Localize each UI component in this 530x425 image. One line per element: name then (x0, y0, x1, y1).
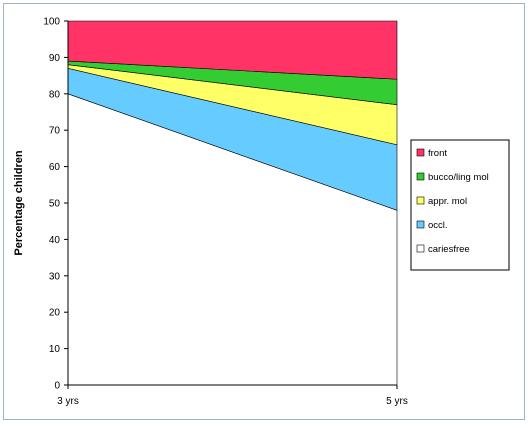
legend: front bucco/ling mol appr. mol occl. cariesf… (410, 139, 510, 271)
y-tick-label: 10 (49, 344, 61, 355)
legend-swatch-cariesfree (416, 244, 425, 253)
x-axis-ticks: 3 yrs 5 yrs (57, 385, 408, 407)
y-tick-label: 90 (49, 53, 61, 64)
legend-label-appr-mol: appr. mol (428, 196, 467, 207)
legend-label-occl-: occl. (428, 220, 448, 231)
y-tick-label: 40 (49, 235, 61, 246)
y-tick-label: 50 (49, 199, 61, 210)
y-tick-label: 100 (43, 17, 60, 28)
y-tick-label: 80 (49, 89, 61, 100)
legend-swatch-front (416, 148, 425, 157)
legend-box (410, 139, 510, 271)
legend-swatch-appr-mol (416, 196, 425, 205)
y-tick-label: 0 (54, 381, 60, 392)
legend-label-front: front (428, 148, 447, 159)
legend-label-cariesfree: cariesfree (428, 244, 470, 255)
legend-label-bucco-ling-mol: bucco/ling mol (428, 172, 489, 183)
x-tick-label: 5 yrs (386, 396, 408, 407)
y-axis-title: Percentage children (13, 150, 25, 255)
legend-swatch-bucco-ling-mol (416, 172, 425, 181)
area-layers (67, 20, 398, 386)
y-tick-label: 20 (49, 308, 61, 319)
y-tick-label: 60 (49, 162, 61, 173)
y-tick-label: 30 (49, 271, 61, 282)
x-tick-label: 3 yrs (57, 396, 79, 407)
legend-swatch-occl- (416, 220, 425, 229)
y-tick-label: 70 (49, 126, 61, 137)
y-axis-ticks: 0 10 20 30 40 50 60 70 80 90 100 (43, 17, 68, 392)
